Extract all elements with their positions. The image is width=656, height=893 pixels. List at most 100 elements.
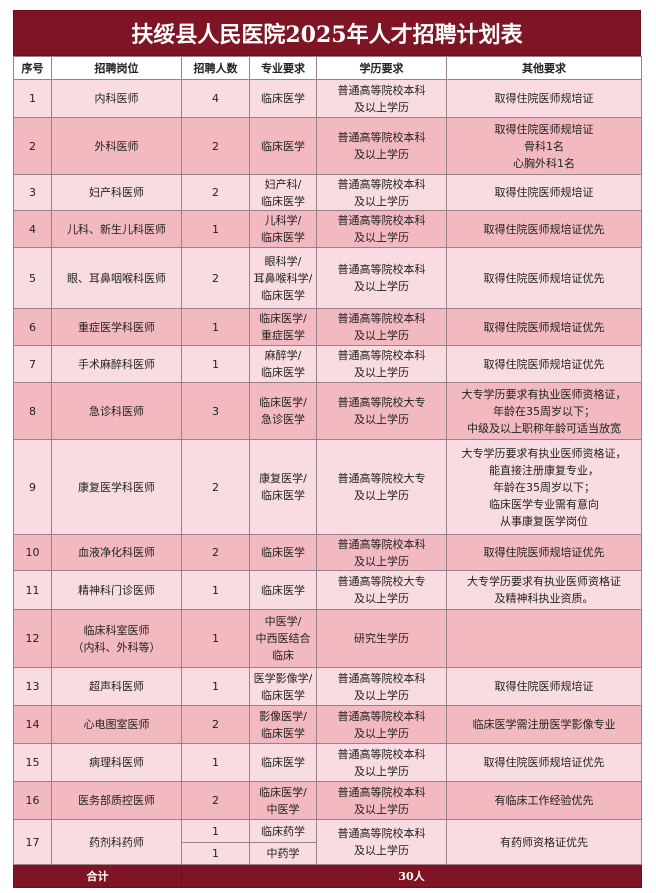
cell-no: 8	[13, 382, 52, 440]
cell-major: 临床医学/ 中医学	[249, 781, 317, 820]
cell-major: 中药学	[249, 842, 317, 865]
cell-post: 妇产科医师	[51, 174, 182, 211]
cell-count: 4	[181, 79, 250, 118]
cell-education: 普通高等院校大专 及以上学历	[316, 439, 447, 535]
cell-education: 普通高等院校本科 及以上学历	[316, 781, 447, 820]
cell-post: 康复医学科医师	[51, 439, 182, 535]
cell-major: 医学影像学/ 临床医学	[249, 667, 317, 706]
cell-other: 有临床工作经验优先	[446, 781, 642, 820]
cell-post: 手术麻醉科医师	[51, 345, 182, 383]
cell-other: 取得住院医师规培证	[446, 667, 642, 706]
table-row: 2 外科医师 2 临床医学 普通高等院校本科 及以上学历 取得住院医师规培证 骨科1名 心…	[13, 117, 642, 175]
cell-count: 2	[181, 117, 250, 175]
table-row: 11 精神科门诊医师 1 临床医学 普通高等院校大专 及以上学历 大专学历要求有执业医师资…	[13, 570, 642, 610]
cell-major: 临床医学	[249, 79, 317, 118]
cell-other: 取得住院医师规培证优先	[446, 210, 642, 248]
cell-other: 大专学历要求有执业医师资格证 及精神科执业资质。	[446, 570, 642, 610]
cell-major: 临床医学	[249, 117, 317, 175]
cell-no: 9	[13, 439, 52, 535]
cell-education: 普通高等院校本科 及以上学历	[316, 819, 447, 865]
cell-major: 康复医学/ 临床医学	[249, 439, 317, 535]
cell-major: 麻醉学/ 临床医学	[249, 345, 317, 383]
cell-count: 2	[181, 534, 250, 571]
cell-major: 临床医学/ 急诊医学	[249, 382, 317, 440]
total-row: 合计 30人	[13, 864, 642, 888]
cell-major: 眼科学/ 耳鼻喉科学/ 临床医学	[249, 247, 317, 309]
cell-post: 重症医学科医师	[51, 308, 182, 346]
cell-post: 临床科室医师 （内科、外科等）	[51, 609, 182, 668]
page-title: 扶绥县人民医院2025年人才招聘计划表	[13, 10, 641, 56]
cell-count: 1	[181, 667, 250, 706]
cell-education: 普通高等院校本科 及以上学历	[316, 534, 447, 571]
table-row: 7 手术麻醉科医师 1 麻醉学/ 临床医学 普通高等院校本科 及以上学历 取得住院医师规培…	[13, 345, 642, 383]
cell-post: 儿科、新生儿科医师	[51, 210, 182, 248]
cell-other: 取得住院医师规培证	[446, 174, 642, 211]
header-other: 其他要求	[446, 56, 642, 80]
cell-count: 1	[181, 308, 250, 346]
cell-education: 普通高等院校本科 及以上学历	[316, 117, 447, 175]
cell-major: 临床药学	[249, 819, 317, 843]
cell-count: 1	[181, 345, 250, 383]
cell-no: 11	[13, 570, 52, 610]
cell-count: 2	[181, 781, 250, 820]
cell-no: 1	[13, 79, 52, 118]
cell-post: 外科医师	[51, 117, 182, 175]
table-row: 8 急诊科医师 3 临床医学/ 急诊医学 普通高等院校大专 及以上学历 大专学历要求有执业…	[13, 382, 642, 440]
cell-no: 10	[13, 534, 52, 571]
cell-education: 普通高等院校本科 及以上学历	[316, 174, 447, 211]
cell-other: 大专学历要求有执业医师资格证， 能直接注册康复专业， 年龄在35周岁以下； 临床…	[446, 439, 642, 535]
total-value: 30人	[181, 864, 642, 888]
table-row: 12 临床科室医师 （内科、外科等） 1 中医学/ 中西医结合 临床 研究生学历	[13, 609, 642, 668]
cell-education: 普通高等院校本科 及以上学历	[316, 247, 447, 309]
cell-post: 急诊科医师	[51, 382, 182, 440]
table-row: 16 医务部质控医师 2 临床医学/ 中医学 普通高等院校本科 及以上学历 有临床工作经验…	[13, 781, 642, 820]
cell-no: 12	[13, 609, 52, 668]
table-row: 1 内科医师 4 临床医学 普通高等院校本科 及以上学历 取得住院医师规培证	[13, 79, 642, 118]
cell-post: 眼、耳鼻咽喉科医师	[51, 247, 182, 309]
cell-no: 4	[13, 210, 52, 248]
cell-education: 普通高等院校本科 及以上学历	[316, 743, 447, 782]
header-education: 学历要求	[316, 56, 447, 80]
table-row: 5 眼、耳鼻咽喉科医师 2 眼科学/ 耳鼻喉科学/ 临床医学 普通高等院校本科 及以上学…	[13, 247, 642, 309]
cell-major: 影像医学/ 临床医学	[249, 705, 317, 744]
cell-other: 有药师资格证优先	[446, 819, 642, 865]
cell-other: 大专学历要求有执业医师资格证， 年龄在35周岁以下； 中级及以上职称年龄可适当放…	[446, 382, 642, 440]
cell-post: 精神科门诊医师	[51, 570, 182, 610]
cell-education: 普通高等院校本科 及以上学历	[316, 705, 447, 744]
header-row: 序号 招聘岗位 招聘人数 专业要求 学历要求 其他要求	[13, 56, 642, 80]
cell-other: 取得住院医师规培证优先	[446, 345, 642, 383]
cell-count: 2	[181, 439, 250, 535]
cell-education: 研究生学历	[316, 609, 447, 668]
cell-no: 14	[13, 705, 52, 744]
cell-no: 3	[13, 174, 52, 211]
cell-education: 普通高等院校本科 及以上学历	[316, 308, 447, 346]
cell-count: 2	[181, 174, 250, 211]
table-row: 6 重症医学科医师 1 临床医学/ 重症医学 普通高等院校本科 及以上学历 取得住院医师规…	[13, 308, 642, 346]
cell-count: 1	[181, 210, 250, 248]
cell-other	[446, 609, 642, 668]
table-row: 13 超声科医师 1 医学影像学/ 临床医学 普通高等院校本科 及以上学历 取得住院医师规…	[13, 667, 642, 706]
cell-no: 17	[13, 819, 52, 865]
cell-major: 妇产科/ 临床医学	[249, 174, 317, 211]
cell-count: 1	[181, 842, 250, 865]
cell-other: 取得住院医师规培证 骨科1名 心胸外科1名	[446, 117, 642, 175]
header-major: 专业要求	[249, 56, 317, 80]
cell-other: 取得住院医师规培证优先	[446, 534, 642, 571]
recruitment-plan: 扶绥县人民医院2025年人才招聘计划表 序号 招聘岗位 招聘人数 专业要求 学历…	[13, 10, 642, 888]
table-row: 14 心电图室医师 2 影像医学/ 临床医学 普通高等院校本科 及以上学历 临床医学需注册…	[13, 705, 642, 744]
cell-count: 1	[181, 819, 250, 843]
cell-no: 5	[13, 247, 52, 309]
cell-count: 1	[181, 609, 250, 668]
header-no: 序号	[13, 56, 52, 80]
cell-education: 普通高等院校本科 及以上学历	[316, 210, 447, 248]
cell-education: 普通高等院校本科 及以上学历	[316, 667, 447, 706]
recruitment-table: 序号 招聘岗位 招聘人数 专业要求 学历要求 其他要求 1 内科医师 4 临床医学 普通…	[13, 56, 642, 888]
cell-major: 中医学/ 中西医结合 临床	[249, 609, 317, 668]
cell-count: 1	[181, 570, 250, 610]
cell-post: 血液净化科医师	[51, 534, 182, 571]
header-post: 招聘岗位	[51, 56, 182, 80]
table-row: 10 血液净化科医师 2 临床医学 普通高等院校本科 及以上学历 取得住院医师规培证优先	[13, 534, 642, 571]
cell-major: 临床医学	[249, 743, 317, 782]
cell-major: 儿科学/ 临床医学	[249, 210, 317, 248]
table-row: 17 药剂科药师 1 临床药学 普通高等院校本科 及以上学历 有药师资格证优先	[13, 819, 642, 865]
